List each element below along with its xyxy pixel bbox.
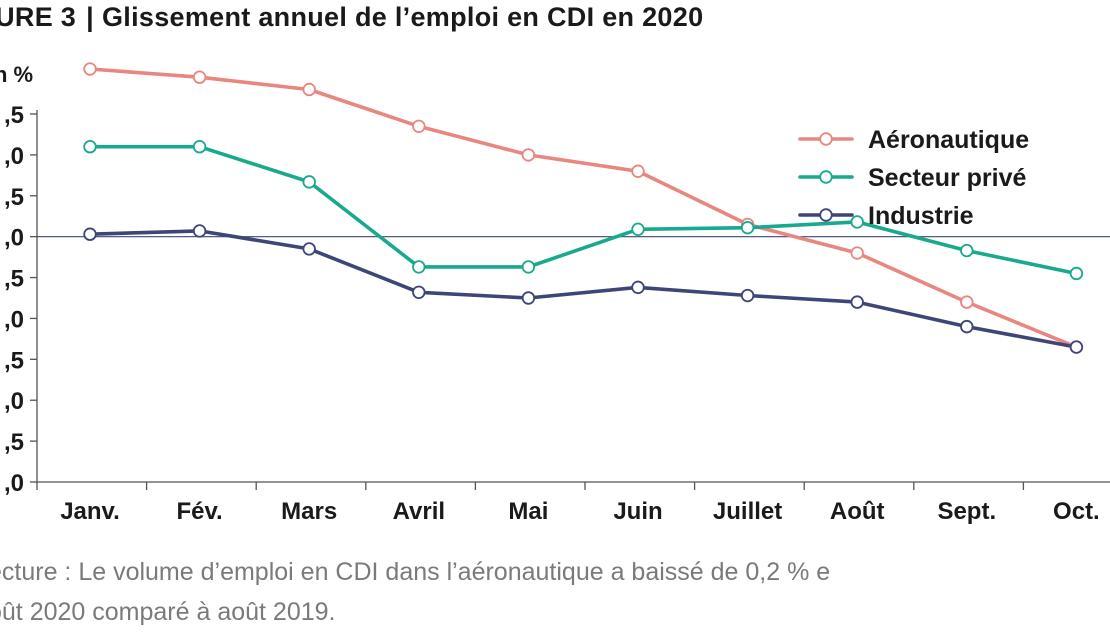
data-point: [631, 164, 645, 178]
data-point: [850, 295, 864, 309]
y-tick-label: ,0: [4, 470, 24, 497]
x-tick-label: Fév.: [176, 498, 222, 525]
x-tick-label: Juillet: [713, 498, 782, 525]
line-chart: ,5 ,0 ,5 ,0 ,5 ,0 ,5 ,0 ,5 ,0 Janv. Fév. Mars Avril Ma…: [4, 62, 1110, 525]
data-point: [521, 148, 536, 162]
legend-label: Aéronautique: [868, 126, 1029, 154]
x-tick-label: Août: [830, 498, 885, 525]
x-tick-label: Mars: [281, 498, 337, 525]
data-point: [631, 280, 645, 295]
data-point: [412, 119, 426, 133]
data-point: [83, 140, 97, 154]
data-point: [1069, 266, 1084, 281]
y-tick-label: ,5: [4, 184, 24, 211]
legend-swatch-marker: [819, 170, 833, 184]
data-point: [302, 242, 316, 256]
reading-note-line-2: oût 2020 comparé à août 2019.: [0, 598, 336, 626]
y-tick-label: ,5: [4, 102, 24, 129]
legend-swatch-marker: [819, 208, 833, 222]
y-tick-label: ,0: [4, 306, 24, 333]
data-point: [1069, 340, 1084, 354]
x-tick-label: Avril: [393, 498, 445, 525]
figure-label: IGURE 3: [0, 2, 77, 32]
data-point: [850, 215, 864, 229]
x-tick-label: Sept.: [937, 498, 996, 525]
y-tick-label: ,0: [4, 388, 24, 415]
data-point: [960, 243, 974, 258]
y-tick-label: ,5: [4, 429, 24, 456]
series-line: [88, 229, 1079, 349]
legend-swatch-marker: [819, 132, 833, 146]
data-point: [960, 295, 974, 309]
data-point: [631, 222, 645, 237]
data-point: [83, 227, 97, 241]
x-tick-label: Mai: [508, 498, 548, 525]
data-point: [302, 175, 316, 189]
y-tick-label: ,0: [4, 143, 24, 170]
y-axis-unit-label: n %: [0, 62, 34, 87]
data-point: [740, 288, 755, 303]
reading-note-line-1: ecture : Le volume d’emploi en CDI dans …: [0, 558, 831, 586]
figure-title: IGURE 3 | Glissement annuel de l’emploi en…: [0, 2, 703, 33]
title-separator: |: [86, 2, 94, 32]
data-point: [412, 285, 426, 299]
y-tick-label: ,0: [4, 225, 24, 252]
x-tick-label: Juin: [613, 498, 662, 525]
data-point: [740, 220, 755, 235]
data-point: [83, 62, 97, 76]
series-line: [88, 67, 1079, 349]
data-point: [412, 260, 426, 274]
y-tick-label: ,5: [4, 266, 24, 293]
y-tick-label: ,5: [4, 347, 24, 374]
data-point: [521, 260, 536, 274]
legend-label: Secteur privé: [868, 164, 1027, 192]
data-point: [302, 82, 316, 97]
legend-label: Industrie: [868, 202, 974, 230]
reading-note: ecture : Le volume d’emploi en CDI dans …: [0, 552, 1110, 632]
data-point: [192, 224, 207, 238]
x-tick-label: Janv.: [60, 498, 120, 525]
data-point: [192, 140, 207, 154]
data-point: [192, 70, 207, 84]
data-point: [850, 246, 864, 260]
figure-title-text: Glissement annuel de l’emploi en CDI en …: [102, 2, 704, 32]
data-point: [960, 319, 974, 334]
data-point: [521, 291, 536, 305]
series-line: [88, 144, 1079, 276]
x-tick-label: Oct.: [1053, 498, 1100, 525]
